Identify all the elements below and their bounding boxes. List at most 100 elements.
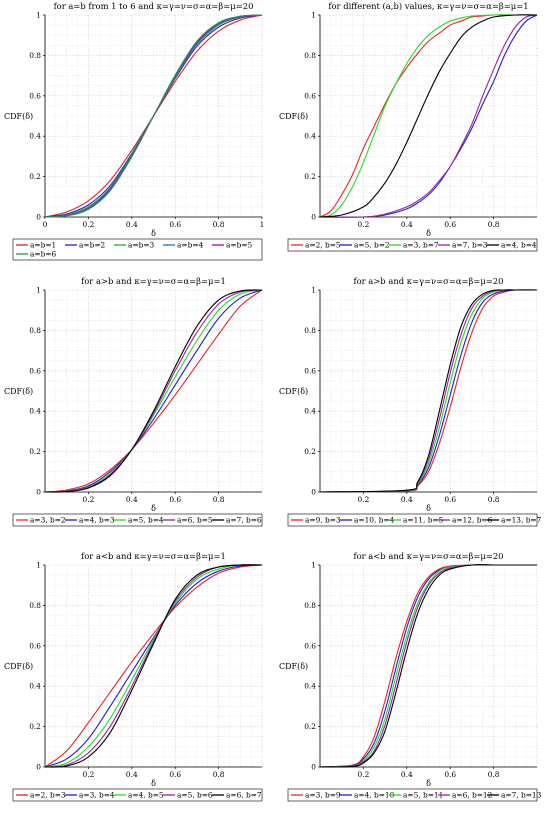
chart-panel-3: for a>b and κ=γ=ν=σ=α=β=μ=1 0 0.2 0.4 0.6 0.8…	[0, 275, 275, 547]
legend-label: a=4, b=4	[501, 241, 537, 250]
x-tick-label: 0.6	[169, 770, 181, 779]
y-tick-label: 0.8	[29, 51, 41, 60]
chart-svg: for a>b and κ=γ=ν=σ=α=β=μ=20 0 0.2 0.4 0.6 0.…	[279, 276, 542, 527]
series-line-1	[45, 564, 262, 768]
chart-title: for a=b from 1 to 6 and κ=γ=ν=σ=α=β=μ=20	[54, 1, 254, 11]
chart-title: for a<b and κ=γ=ν=σ=α=β=μ=1	[81, 551, 226, 561]
x-tick-label: 0.2	[83, 220, 95, 229]
x-tick-label: 0.2	[358, 495, 370, 504]
x-tick-label: 0.4	[126, 770, 138, 779]
x-tick-label: 0.2	[358, 220, 370, 229]
x-tick-label: 0.8	[213, 220, 225, 229]
y-axis-label: CDF(δ)	[279, 112, 308, 121]
legend-label: a=5, b=4	[128, 516, 164, 525]
legend-label: a=b=6	[30, 250, 57, 259]
y-tick-label: 0.4	[29, 132, 41, 141]
legend-label: a=7, b=3	[452, 241, 488, 250]
legend-box	[287, 238, 538, 252]
series-line-1	[45, 289, 262, 493]
chart-svg: for a>b and κ=γ=ν=σ=α=β=μ=1 0 0.2 0.4 0.6 0.8…	[4, 276, 263, 527]
y-tick-label: 0.2	[29, 172, 41, 181]
chart-svg: for different (a,b) values, κ=γ=ν=σ=α=β=…	[279, 1, 538, 252]
legend-label: a=12, b=6	[452, 516, 493, 525]
legend-label: a=6, b=12	[452, 791, 492, 800]
y-tick-label: 0	[311, 213, 316, 222]
x-axis-label: δ	[426, 229, 431, 238]
legend-label: a=3, b=2	[30, 516, 66, 525]
series-line-5	[320, 564, 537, 768]
legend-label: a=4, b=3	[79, 516, 115, 525]
y-tick-label: 1	[311, 561, 316, 570]
y-tick-label: 0	[36, 213, 41, 222]
y-tick-label: 0	[311, 488, 316, 497]
x-tick-label: 0.8	[488, 770, 500, 779]
y-axis-label: CDF(δ)	[4, 662, 33, 671]
y-tick-label: 1	[36, 286, 41, 295]
y-tick-label: 0.6	[304, 366, 316, 375]
legend-box	[12, 238, 263, 261]
y-tick-label: 1	[311, 286, 316, 295]
series-line-5	[45, 564, 262, 768]
x-tick-label: 0	[43, 220, 48, 229]
grid	[319, 564, 538, 768]
legend-box	[287, 513, 538, 527]
chart-title: for different (a,b) values, κ=γ=ν=σ=α=β=…	[328, 1, 528, 11]
grid	[319, 289, 538, 493]
y-axis-label: CDF(δ)	[279, 387, 308, 396]
chart-panel-6: for a<b and κ=γ=ν=σ=α=β=μ=20 0 0.2 0.4 0.6 0.…	[275, 550, 550, 822]
x-tick-label: 0.2	[358, 770, 370, 779]
y-tick-label: 0.4	[304, 407, 316, 416]
x-tick-label: 0.4	[126, 495, 138, 504]
x-axis-label: δ	[151, 779, 156, 788]
x-tick-label: 0.8	[488, 495, 500, 504]
y-tick-label: 0.2	[304, 447, 316, 456]
y-tick-label: 1	[36, 11, 41, 20]
x-tick-label: 0.6	[444, 495, 456, 504]
x-tick-label: 0.6	[444, 770, 456, 779]
legend-label: a=b=1	[30, 241, 56, 250]
series-line-3	[320, 14, 537, 218]
chart-panel-1: for a=b from 1 to 6 and κ=γ=ν=σ=α=β=μ=20…	[0, 0, 275, 272]
x-axis-label: δ	[151, 504, 156, 513]
y-tick-label: 0.2	[304, 722, 316, 731]
y-axis-label: CDF(δ)	[4, 112, 33, 121]
legend-label: a=4, b=5	[128, 791, 164, 800]
y-tick-label: 1	[311, 11, 316, 20]
chart-panel-2: for different (a,b) values, κ=γ=ν=σ=α=β=…	[275, 0, 550, 272]
x-tick-label: 0.8	[213, 495, 225, 504]
y-tick-label: 0.6	[29, 91, 41, 100]
y-tick-label: 0.4	[304, 682, 316, 691]
legend-label: a=b=4	[177, 241, 204, 250]
x-tick-label: 0.4	[126, 220, 138, 229]
series-line-2	[45, 564, 262, 768]
x-tick-label: 0.4	[401, 220, 413, 229]
legend-box	[287, 788, 538, 802]
x-tick-label: 1	[260, 220, 265, 229]
legend-label: a=5, b=2	[354, 241, 390, 250]
legend-label: a=b=5	[226, 241, 253, 250]
legend-label: a=5, b=11	[403, 791, 443, 800]
x-tick-label: 0.8	[488, 220, 500, 229]
legend-label: a=13, b=7	[501, 516, 542, 525]
legend-label: a=7, b=6	[226, 516, 262, 525]
y-axis-label: CDF(δ)	[4, 387, 33, 396]
x-axis-label: δ	[426, 504, 431, 513]
legend-label: a=6, b=7	[226, 791, 262, 800]
grid	[44, 14, 263, 218]
chart-title: for a>b and κ=γ=ν=σ=α=β=μ=20	[353, 276, 503, 286]
legend-label: a=9, b=3	[305, 516, 341, 525]
x-axis-label: δ	[151, 229, 156, 238]
legend-label: a=11, b=5	[403, 516, 444, 525]
legend-label: a=2, b=5	[305, 241, 341, 250]
x-tick-label: 0.6	[169, 220, 181, 229]
x-tick-label: 0.4	[401, 495, 413, 504]
chart-panel-5: for a<b and κ=γ=ν=σ=α=β=μ=1 0 0.2 0.4 0.6 0.8…	[0, 550, 275, 822]
chart-svg: for a<b and κ=γ=ν=σ=α=β=μ=20 0 0.2 0.4 0.6 0.…	[279, 551, 542, 802]
y-tick-label: 0.4	[29, 407, 41, 416]
y-tick-label: 0.2	[29, 447, 41, 456]
y-tick-label: 1	[36, 561, 41, 570]
legend-label: a=6, b=5	[177, 516, 213, 525]
x-tick-label: 0.8	[213, 770, 225, 779]
legend-label: a=4, b=10	[354, 791, 395, 800]
legend-box	[12, 788, 263, 802]
